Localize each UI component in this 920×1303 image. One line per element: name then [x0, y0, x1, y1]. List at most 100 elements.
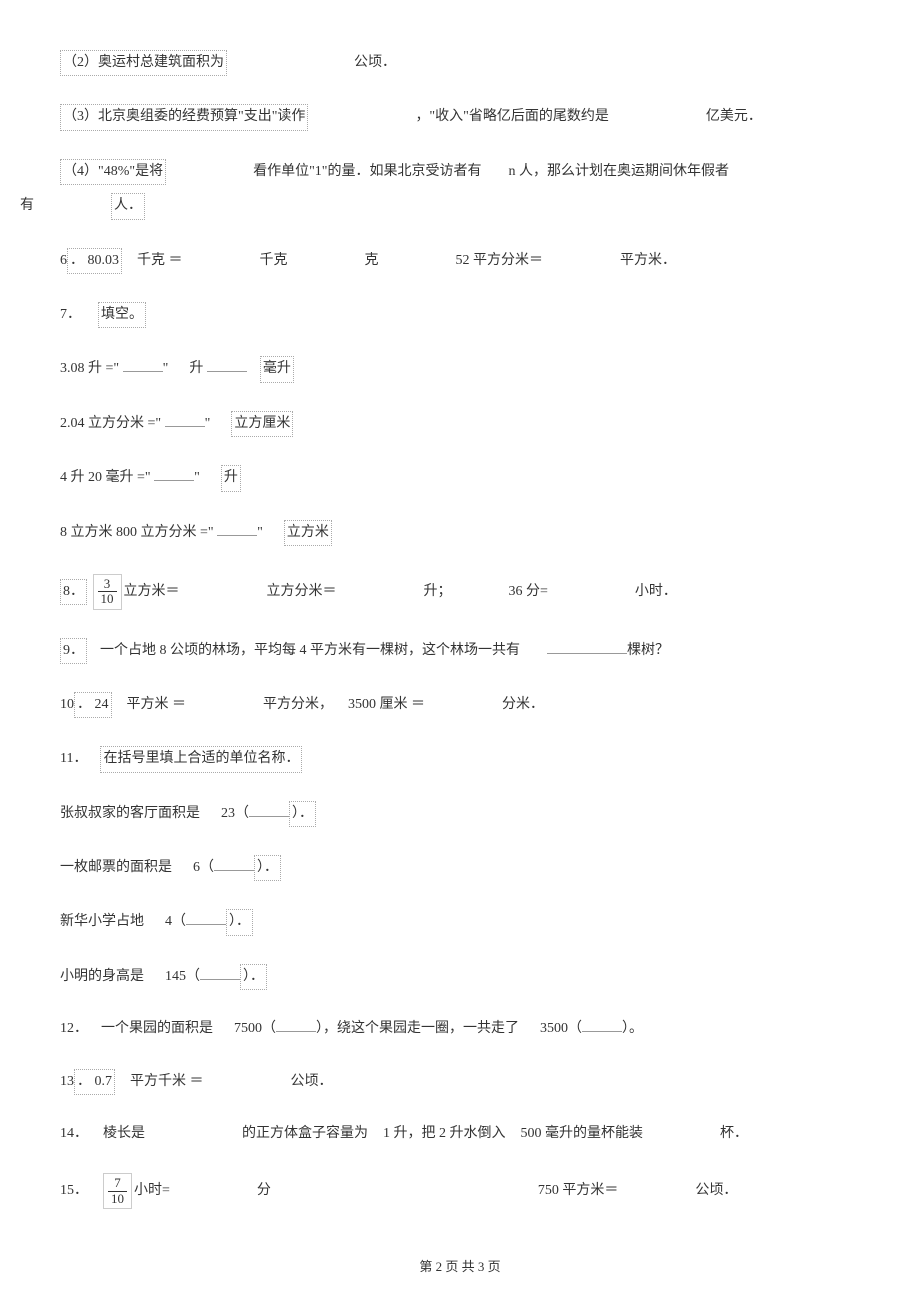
- blank: [582, 1018, 622, 1032]
- blank: [214, 857, 254, 871]
- blank: [165, 413, 205, 427]
- q11-num: 11．: [60, 751, 87, 766]
- q12-e: ）。: [622, 1021, 643, 1036]
- q6-u2: 千克: [260, 253, 288, 268]
- q7-l4b: ": [257, 525, 263, 540]
- q8-b: 立方分米＝: [267, 584, 337, 599]
- q9-text: 一个占地 8 公顷的林场，平均每 4 平方米有一棵树，这个林场一共有: [100, 643, 520, 658]
- q11-v4: 145（: [165, 969, 200, 984]
- q8-num: 8．: [60, 579, 87, 605]
- q11-e2: ）．: [254, 855, 281, 881]
- q7-num: 7．: [60, 307, 81, 322]
- blank: [186, 911, 226, 925]
- blank: [276, 1018, 316, 1032]
- q6-num: 6: [60, 253, 67, 268]
- q2-unit: 公顷．: [354, 55, 396, 70]
- q4-l2-prefix: 有: [20, 198, 34, 213]
- q6-a: ． 80.03: [67, 248, 122, 274]
- question-7-l2: 2.04 立方分米 =" " 立方厘米: [60, 411, 860, 437]
- q11-l2: 一枚邮票的面积是: [60, 860, 172, 875]
- q12-num: 12．: [60, 1021, 88, 1036]
- q11-v2: 6（: [193, 860, 214, 875]
- q15-num: 15．: [60, 1183, 88, 1198]
- question-7-l3: 4 升 20 毫升 =" " 升: [60, 465, 860, 491]
- question-10: 10． 24 平方米 ＝ 平方分米， 3500 厘米 ＝ 分米．: [60, 692, 860, 718]
- q12-d: 3500（: [540, 1021, 582, 1036]
- q7-l3b: ": [194, 470, 200, 485]
- question-7-l4: 8 立方米 800 立方分米 =" " 立方米: [60, 520, 860, 546]
- q15-d: 公顷．: [695, 1183, 737, 1198]
- q11-title: 在括号里填上合适的单位名称．: [100, 746, 302, 772]
- q10-num: 10: [60, 697, 74, 712]
- question-15: 15． 710小时= 分 750 平方米＝ 公顷．: [60, 1173, 860, 1209]
- blank: [123, 358, 163, 372]
- q4-n: n 人，那么计划在奥运期间休年假者: [509, 164, 730, 179]
- q11-l4: 小明的身高是: [60, 969, 144, 984]
- q13-num: 13: [60, 1074, 74, 1089]
- q8-e: 小时．: [635, 584, 677, 599]
- q9-suffix: 棵树？: [627, 643, 669, 658]
- q14-b: 的正方体盒子容量为: [242, 1126, 368, 1141]
- q8-c: 升；: [424, 584, 452, 599]
- q11-e3: ）．: [226, 909, 253, 935]
- q10-a: ． 24: [74, 692, 112, 718]
- q12-c: ），绕这个果园走一圈，一共走了: [316, 1021, 519, 1036]
- q11-e1: ）．: [289, 801, 316, 827]
- fraction-3-10: 310: [93, 574, 122, 610]
- q13-u2: 公顷．: [291, 1074, 333, 1089]
- page-footer: 第 2 页 共 3 页: [0, 1257, 920, 1278]
- q12-a: 一个果园的面积是: [101, 1021, 213, 1036]
- q2-text: （2）奥运村总建筑面积为: [60, 50, 227, 76]
- q14-a: 棱长是: [103, 1126, 145, 1141]
- blank: [207, 358, 247, 372]
- question-11-l1: 张叔叔家的客厅面积是 23（）．: [60, 801, 860, 827]
- blank: [154, 467, 194, 481]
- footer-text: 第 2 页 共 3 页: [419, 1259, 500, 1274]
- q6-u4: 平方米．: [620, 253, 676, 268]
- q7-l1d: 毫升: [260, 356, 294, 382]
- question-11-l3: 新华小学占地 4（）．: [60, 909, 860, 935]
- blank: [217, 522, 257, 536]
- question-13: 13． 0.7 平方千米 ＝ 公顷．: [60, 1069, 860, 1095]
- question-11-l2: 一枚邮票的面积是 6（ ）．: [60, 855, 860, 881]
- q4-prefix: （4）"48%"是将: [60, 159, 166, 185]
- q6-u1: 千克 ＝: [137, 253, 183, 268]
- q9-num: 9．: [60, 638, 87, 664]
- q7-l1b: ": [163, 361, 169, 376]
- question-11-l4: 小明的身高是 145（ ）．: [60, 964, 860, 990]
- question-11-title: 11． 在括号里填上合适的单位名称．: [60, 746, 860, 772]
- question-4-line1: （4）"48%"是将 看作单位"1"的量．如果北京受访者有 n 人，那么计划在奥…: [60, 159, 860, 185]
- q14-c: 1 升，把 2 升水倒入: [383, 1126, 506, 1141]
- q8-d: 36 分=: [509, 584, 548, 599]
- blank: [547, 640, 627, 654]
- q7-l2a: 2.04 立方分米 =": [60, 416, 165, 431]
- question-6: 6． 80.03 千克 ＝ 千克 克 52 平方分米＝ 平方米．: [60, 248, 860, 274]
- q11-e4: ）．: [240, 964, 267, 990]
- question-7-l1: 3.08 升 =" " 升 毫升: [60, 356, 860, 382]
- q10-u3: 分米．: [502, 697, 544, 712]
- q3-prefix: （3）北京奥组委的经费预算"支出"读作: [60, 104, 308, 130]
- q6-u3: 克: [365, 253, 379, 268]
- question-4-line2: 有 人．: [20, 193, 860, 219]
- blank: [200, 966, 240, 980]
- blank: [249, 803, 289, 817]
- question-14: 14． 棱长是 的正方体盒子容量为 1 升，把 2 升水倒入 500 毫升的量杯…: [60, 1123, 860, 1145]
- q8-a: 立方米＝: [124, 584, 180, 599]
- q11-v1: 23（: [221, 806, 249, 821]
- q10-b: 3500 厘米 ＝: [348, 697, 425, 712]
- question-9: 9． 一个占地 8 公顷的林场，平均每 4 平方米有一棵树，这个林场一共有 棵树…: [60, 638, 860, 664]
- q7-l4c: 立方米: [284, 520, 332, 546]
- q7-l3a: 4 升 20 毫升 =": [60, 470, 154, 485]
- q12-b: 7500（: [234, 1021, 276, 1036]
- q3-mid: ，"收入"省略亿后面的尾数约是: [415, 109, 608, 124]
- q10-u2: 平方分米，: [263, 697, 333, 712]
- question-12: 12． 一个果园的面积是 7500（ ），绕这个果园走一圈，一共走了 3500（ ）…: [60, 1018, 860, 1040]
- fraction-7-10: 710: [103, 1173, 132, 1209]
- q3-unit: 亿美元．: [706, 109, 762, 124]
- q15-c: 750 平方米＝: [538, 1183, 619, 1198]
- q15-b: 分: [257, 1183, 271, 1198]
- q14-d: 500 毫升的量杯能装: [521, 1126, 644, 1141]
- q4-mid: 看作单位"1"的量．如果北京受访者有: [253, 164, 481, 179]
- q7-l3c: 升: [221, 465, 241, 491]
- q13-a: ． 0.7: [74, 1069, 115, 1095]
